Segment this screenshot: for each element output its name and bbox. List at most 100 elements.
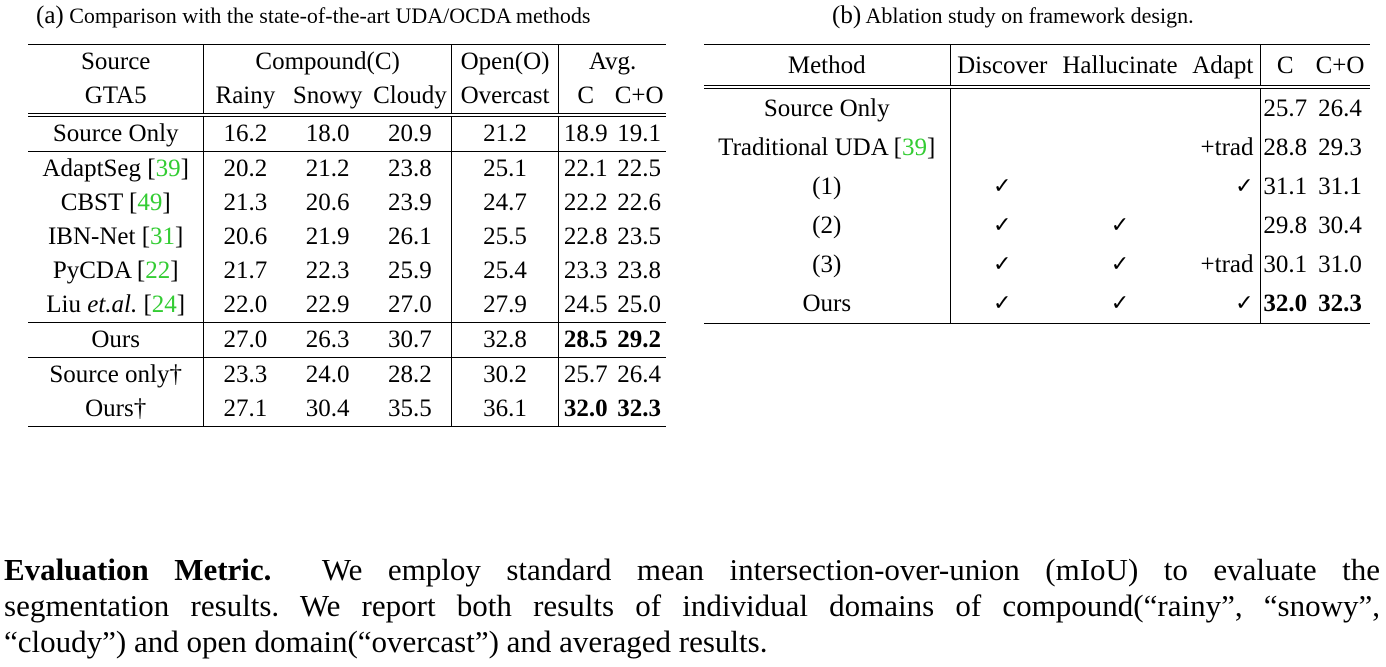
method-name-italic: et.al. <box>87 291 138 318</box>
cell-snowy: 30.4 <box>305 395 350 422</box>
table-a-caption: (a) Comparison with the state-of-the-art… <box>36 2 590 30</box>
citation-link[interactable]: 39 <box>901 134 927 161</box>
table-row: Ours† 27.1 30.4 35.5 36.1 32.0 32.3 <box>28 392 666 427</box>
cell-c: 30.1 <box>1259 245 1310 284</box>
cell-overcast: 21.2 <box>450 115 559 152</box>
comparison-table: Source Compound(C) Open(O) Avg. GTA5 Rai… <box>28 44 666 427</box>
cell-co: 22.5 <box>612 151 666 186</box>
table-row: CBST [49] 21.3 20.6 23.9 24.7 22.2 22.6 <box>28 186 666 220</box>
table-b-header-row: Method Discover Hallucinate Adapt C C+O <box>704 44 1370 89</box>
cell-rainy: 21.7 <box>203 254 287 288</box>
cell-discover <box>949 87 1054 128</box>
checkmark-icon: ✓ <box>1110 213 1130 238</box>
method-name: (1) <box>812 173 842 200</box>
table-a-header-row-2: GTA5 Rainy Snowy Cloudy Overcast C C+O <box>28 79 666 117</box>
cell-co: 19.1 <box>617 120 662 147</box>
method-name: Ours <box>802 290 852 317</box>
cell-c: 25.7 <box>1259 87 1310 128</box>
cell-c: 32.0 <box>1259 284 1310 324</box>
method-cell: (2) <box>704 206 950 245</box>
header-source: Source <box>80 48 151 75</box>
table-b-caption: (b) Ablation study on framework design. <box>832 2 1194 30</box>
checkmark-icon: ✓ <box>949 206 1054 245</box>
cell-cloudy: 20.9 <box>388 120 432 147</box>
cell-c: 29.8 <box>1259 206 1310 245</box>
cell-co: 23.8 <box>617 257 662 284</box>
table-a-caption-text: Comparison with the state-of-the-art UDA… <box>69 3 591 28</box>
cell-co: 29.2 <box>612 322 666 358</box>
cell-snowy: 21.2 <box>286 151 369 186</box>
cell-adapt <box>1186 206 1260 245</box>
paragraph-title: Evaluation Metric. <box>4 552 272 587</box>
method-name: Ours <box>91 326 140 353</box>
cell-snowy: 18.0 <box>305 120 350 147</box>
cell-co: 23.5 <box>617 223 662 250</box>
citation-link[interactable]: 39 <box>155 155 181 182</box>
checkmark-icon: ✓ <box>949 284 1054 324</box>
cell-co: 26.4 <box>612 357 666 392</box>
header-compound: Compound(C) <box>203 44 452 79</box>
paragraph-line-1: Evaluation Metric. We employ standard me… <box>4 552 1380 588</box>
cell-c: 28.8 <box>1259 128 1310 167</box>
table-row: Traditional UDA [39] +trad 28.8 29.3 <box>704 128 1370 167</box>
method-name: (2) <box>812 212 842 239</box>
cell-overcast: 25.1 <box>450 151 559 186</box>
method-cell: IBN-Net [31] <box>47 223 184 250</box>
cell-overcast: 24.7 <box>450 186 559 220</box>
citation-link[interactable]: 31 <box>150 223 176 250</box>
method-name: Source only† <box>49 361 182 388</box>
cell-co: 22.6 <box>617 189 662 216</box>
method-cell: Ours† <box>28 392 204 427</box>
header-snowy: Snowy <box>286 79 369 117</box>
cell-c: 24.5 <box>558 288 613 323</box>
cell-hallucinate <box>1054 87 1186 128</box>
cell-rainy: 20.6 <box>203 220 287 254</box>
table-row: Liu et.al. [24] 22.0 22.9 27.0 27.9 24.5 25.0 <box>28 288 666 323</box>
method-cell: Ours <box>704 284 950 324</box>
header-open: Open(O) <box>450 44 559 79</box>
table-row: (3) ✓ ✓ +trad 30.1 31.0 <box>704 245 1370 284</box>
cell-co: 31.0 <box>1318 251 1362 278</box>
citation-link[interactable]: 49 <box>137 189 163 216</box>
table-b-body: Source Only 25.7 26.4 Traditional UDA [39] +… <box>704 87 1370 324</box>
cell-adapt <box>1186 87 1260 128</box>
method-cell: Traditional UDA [39] <box>718 134 936 161</box>
cell-co: 29.3 <box>1318 134 1362 161</box>
table-row: (2) ✓ ✓ 29.8 30.4 <box>704 206 1370 245</box>
cell-rainy: 27.1 <box>203 392 287 427</box>
header-hallucinate: Hallucinate <box>1054 44 1186 89</box>
cell-snowy: 20.6 <box>305 189 350 216</box>
cell-c: 23.3 <box>558 254 613 288</box>
header-dataset: GTA5 <box>28 79 204 117</box>
cell-cloudy: 25.9 <box>388 257 432 284</box>
citation-link[interactable]: 22 <box>145 257 171 284</box>
method-name: CBST <box>60 189 123 216</box>
cell-cloudy: 30.7 <box>368 322 452 358</box>
cell-cloudy: 35.5 <box>388 395 432 422</box>
table-row: Ours 27.0 26.3 30.7 32.8 28.5 29.2 <box>28 322 666 358</box>
method-cell: AdaptSeg [39] <box>28 151 204 186</box>
cell-rainy: 27.0 <box>203 322 287 358</box>
method-name: Traditional UDA <box>718 134 888 161</box>
table-row: Source Only 25.7 26.4 <box>704 87 1370 128</box>
method-name: Source Only <box>763 95 890 122</box>
method-cell: Liu et.al. [24] <box>46 291 186 318</box>
cell-overcast: 36.1 <box>450 392 559 427</box>
checkmark-icon: ✓ <box>949 245 1054 284</box>
header-c: C <box>1259 44 1310 89</box>
cell-co: 26.4 <box>1318 95 1362 122</box>
cell-snowy: 22.3 <box>305 257 350 284</box>
method-cell: Ours <box>28 322 204 358</box>
table-a-header-row-1: Source Compound(C) Open(O) Avg. <box>28 44 666 79</box>
checkmark-icon: ✓ <box>949 167 1054 206</box>
cell-snowy: 26.3 <box>286 322 369 358</box>
header-method: Method <box>704 44 950 89</box>
citation-link[interactable]: 24 <box>151 291 177 318</box>
table-row: (1) ✓ ✓ 31.1 31.1 <box>704 167 1370 206</box>
checkmark-icon: ✓ <box>1235 174 1254 199</box>
method-cell: Source Only <box>28 115 204 152</box>
cell-c: 22.2 <box>558 186 613 220</box>
method-cell: Source Only <box>704 87 950 128</box>
cell-c: 22.1 <box>558 151 613 186</box>
cell-cloudy: 26.1 <box>388 223 432 250</box>
